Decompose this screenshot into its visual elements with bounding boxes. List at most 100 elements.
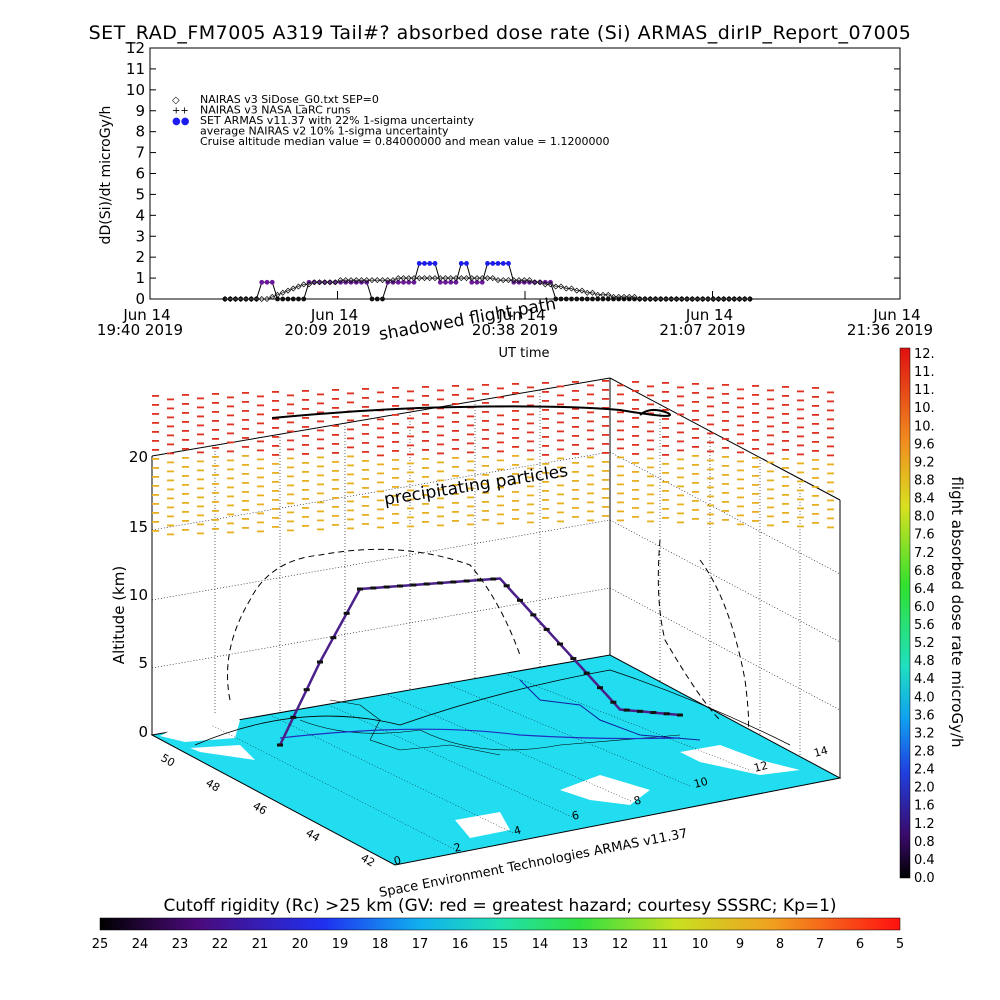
- data-point: [484, 275, 491, 282]
- particle-mark: [362, 397, 369, 399]
- particle-mark: [197, 424, 204, 427]
- particle-mark: [647, 502, 654, 505]
- data-point: [621, 293, 627, 300]
- particle-mark: [482, 492, 489, 494]
- data-point: [300, 281, 307, 288]
- particle-mark: [347, 455, 354, 458]
- data-point: [337, 277, 344, 284]
- particle-mark: [692, 401, 699, 403]
- data-point: [416, 261, 422, 266]
- particle-mark: [182, 439, 189, 441]
- particle-mark: [302, 399, 309, 401]
- borders: [329, 699, 501, 756]
- particle-mark: [692, 437, 699, 439]
- particle-mark: [692, 392, 699, 394]
- dose-tick-label: 0.4: [914, 853, 935, 868]
- dose-tick-label: 1.6: [914, 799, 935, 814]
- particle-mark: [242, 491, 249, 493]
- rigidity-tick-label: 13: [572, 937, 589, 952]
- legend-label: average NAIRAS v2 10% 1-sigma uncertaint…: [200, 125, 449, 138]
- particle-mark: [212, 420, 219, 422]
- data-point: [321, 279, 328, 286]
- particle-mark: [752, 385, 759, 387]
- particle-mark: [302, 435, 309, 437]
- particle-mark: [512, 500, 519, 502]
- particle-mark: [707, 459, 714, 462]
- particle-mark: [152, 521, 159, 523]
- particle-mark: [797, 399, 804, 402]
- data-point: [290, 296, 296, 302]
- particle-mark: [707, 486, 714, 489]
- particle-mark: [602, 515, 609, 517]
- particle-mark: [182, 394, 189, 396]
- particle-mark: [212, 492, 219, 494]
- particle-mark: [707, 441, 714, 444]
- particle-mark: [827, 463, 834, 466]
- particle-mark: [302, 507, 309, 509]
- particle-mark: [212, 402, 219, 404]
- legend-symbol: ●●: [172, 116, 190, 127]
- particle-mark: [452, 511, 459, 513]
- longitude-tick: 0: [392, 854, 402, 868]
- particle-mark: [197, 487, 204, 490]
- rigidity-tick-label: 20: [292, 937, 309, 952]
- dose-tick-label: 11.: [914, 365, 935, 380]
- data-point: [469, 279, 475, 285]
- particle-mark: [167, 533, 174, 536]
- particle-mark: [167, 515, 174, 518]
- particle-mark: [242, 518, 249, 520]
- particle-mark: [497, 504, 504, 507]
- particle-mark: [362, 451, 369, 453]
- particle-mark: [662, 427, 669, 429]
- particle-mark: [767, 470, 774, 473]
- trajectory-point: [343, 611, 350, 615]
- particle-mark: [347, 473, 354, 476]
- particle-mark: [812, 414, 819, 416]
- particle-mark: [347, 401, 354, 404]
- data-point: [657, 296, 664, 302]
- data-point: [526, 277, 533, 284]
- particle-mark: [617, 519, 624, 522]
- particle-mark: [347, 419, 354, 422]
- data-point: [269, 293, 276, 300]
- x-tick-label: 21:36 2019: [847, 321, 933, 339]
- data-point: [290, 285, 297, 292]
- trajectory-point: [423, 582, 430, 586]
- particle-mark: [692, 509, 699, 511]
- dose-tick-label: 10.: [914, 419, 935, 434]
- y-axis-label: dD(Si)/dt microGy/h: [98, 106, 114, 245]
- particle-mark: [662, 481, 669, 483]
- dose-tick-label: 0.8: [914, 835, 935, 850]
- particle-mark: [257, 476, 264, 479]
- particle-mark: [602, 497, 609, 499]
- particle-mark: [317, 528, 324, 531]
- particle-mark: [707, 450, 714, 453]
- data-point: [443, 279, 448, 285]
- particle-mark: [722, 420, 729, 422]
- particle-mark: [302, 444, 309, 446]
- particle-mark: [317, 438, 324, 441]
- particle-mark: [437, 506, 444, 509]
- particle-mark: [287, 511, 294, 514]
- longitude-axis: 0 2 4 6 8 10 12 14: [392, 744, 829, 868]
- data-point: [495, 261, 501, 266]
- particle-mark: [377, 391, 384, 394]
- trajectory-point: [477, 578, 483, 582]
- longitude-tick: 6: [570, 809, 580, 823]
- data-point: [474, 279, 480, 285]
- particle-mark: [647, 520, 654, 523]
- data-point: [401, 279, 406, 285]
- data-point: [285, 287, 291, 294]
- particle-mark: [227, 495, 234, 498]
- data-point: [516, 277, 522, 284]
- particle-mark: [272, 436, 279, 438]
- data-point: [747, 296, 753, 302]
- particle-mark: [767, 443, 774, 446]
- x-tick-label: Jun 14: [122, 306, 170, 324]
- particle-mark: [572, 417, 579, 419]
- particle-mark: [782, 494, 789, 496]
- particle-mark: [317, 411, 324, 414]
- particle-mark: [767, 425, 774, 428]
- y-tick-label: 0: [135, 290, 145, 308]
